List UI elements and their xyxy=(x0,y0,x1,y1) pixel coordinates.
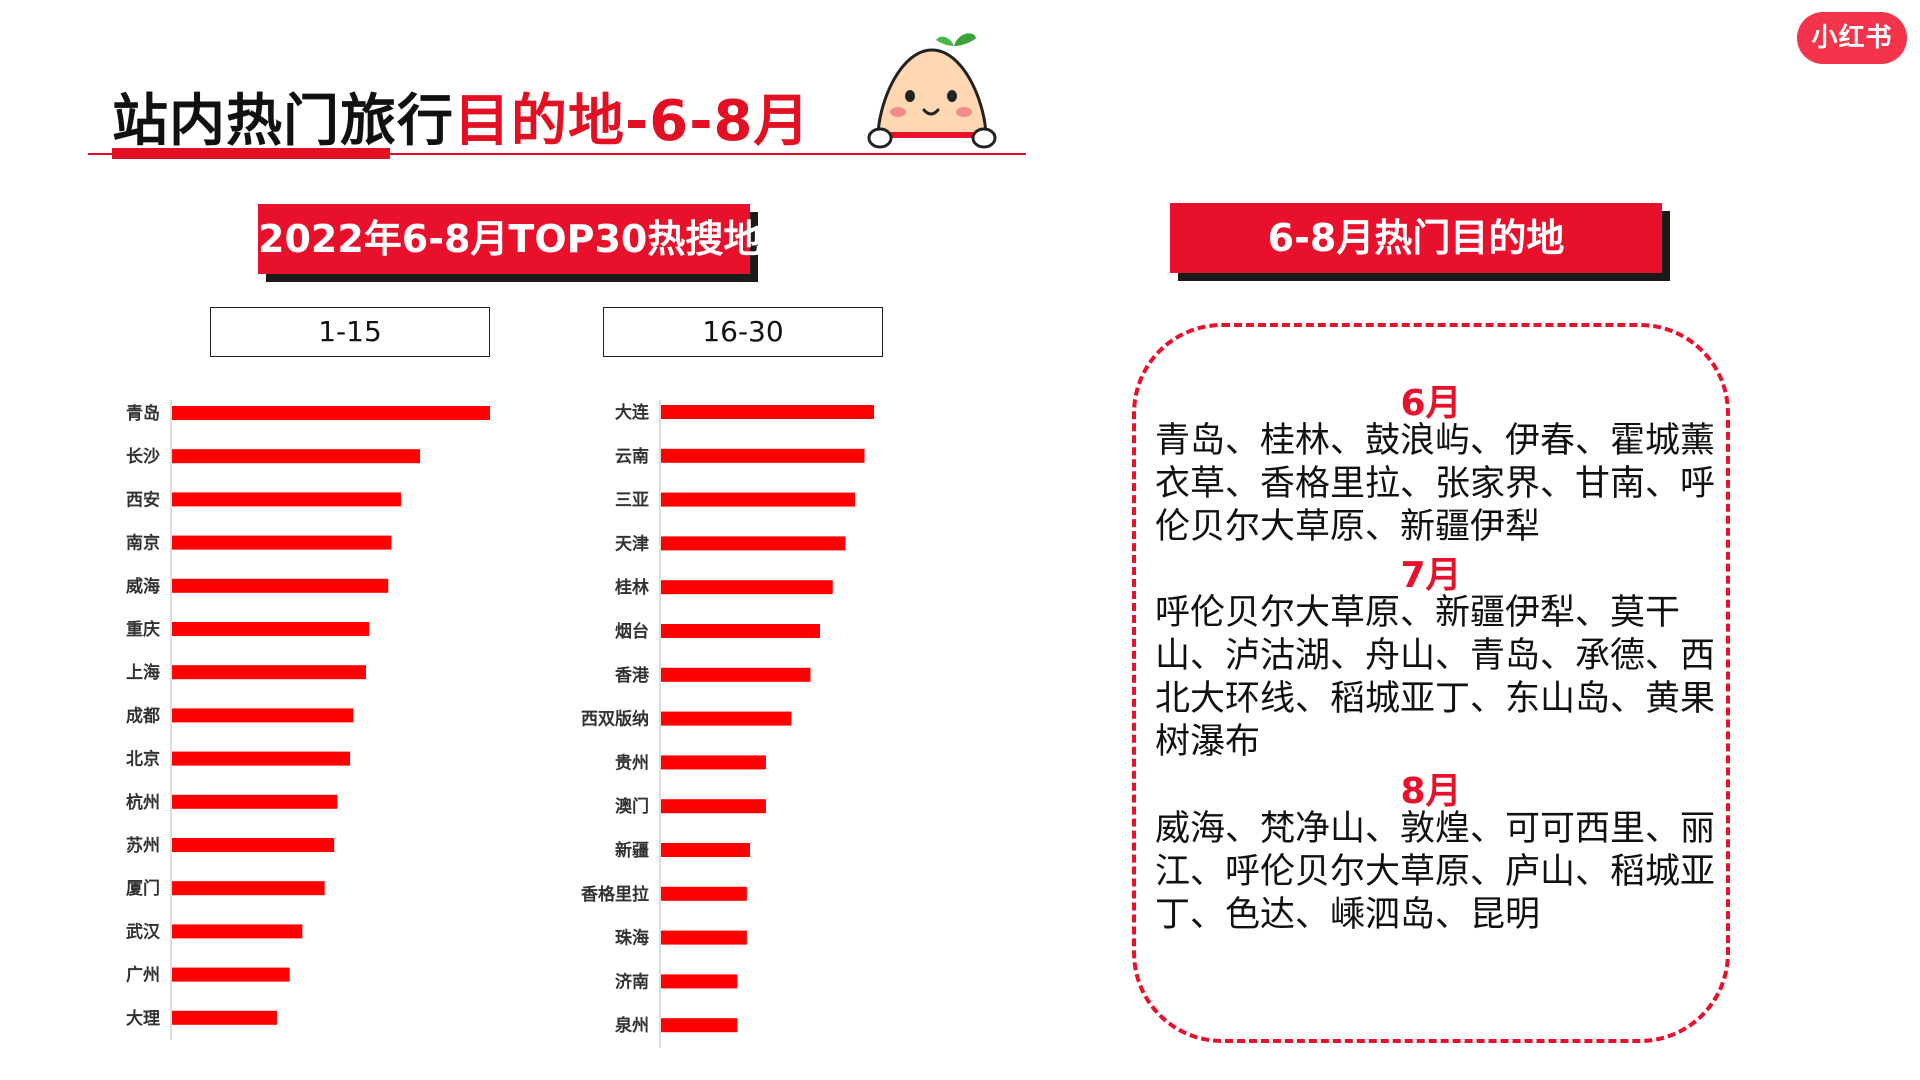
chart-2-category-label-3: 三亚 xyxy=(615,491,649,511)
chart-2-bar-11 xyxy=(661,843,751,857)
chart-2-category-label-15: 泉州 xyxy=(614,1015,649,1036)
places-july: 呼伦贝尔大草原、新疆伊犁、莫干山、泸沽湖、舟山、青岛、承德、西北大环线、稻城亚丁… xyxy=(1155,593,1716,762)
chart-2-category-label-14: 济南 xyxy=(615,971,649,992)
chart-1-bar-2 xyxy=(172,449,421,464)
chart-1-bar-3 xyxy=(172,492,401,507)
chart-2-category-label-6: 烟台 xyxy=(615,621,649,642)
chart-1-bar-1 xyxy=(172,406,490,420)
places-june: 青岛、桂林、鼓浪屿、伊春、霍城薰衣草、香格里拉、张家界、甘南、呼伦贝尔大草原、新… xyxy=(1155,421,1716,547)
mascot-icon xyxy=(867,33,997,149)
chart-1-category-label-10: 杭州 xyxy=(126,792,160,813)
hot-destinations-banner: 6-8月热门目的地 xyxy=(1170,203,1662,273)
chart-1-bar-9 xyxy=(172,751,351,766)
chart-2-bar-7 xyxy=(661,667,811,682)
chart-1-bar-7 xyxy=(172,665,366,680)
chart-2-bar-1 xyxy=(661,405,875,419)
chart-2-bar-5 xyxy=(661,580,833,595)
title-accent-bar xyxy=(112,148,390,159)
top30-banner: 2022年6-8月TOP30热搜地 xyxy=(258,204,761,274)
chart-1-bar-10 xyxy=(172,794,338,809)
chart-2-bar-9 xyxy=(661,755,766,770)
chart-1-category-label-13: 武汉 xyxy=(126,921,161,942)
chart-1-category-label-9: 北京 xyxy=(126,749,160,770)
chart-1-bar-11 xyxy=(172,838,335,852)
chart-2-category-label-9: 贵州 xyxy=(615,752,649,773)
chart-2-category-label-5: 桂林 xyxy=(614,577,649,598)
destinations-dashed-box xyxy=(1132,323,1730,1043)
chart-1-bar-6 xyxy=(172,622,370,636)
chart-2-category-label-1: 大连 xyxy=(615,402,650,423)
range-label-16-30: 16-30 xyxy=(603,307,883,357)
chart-1-bar-8 xyxy=(172,708,354,723)
chart-1-category-label-2: 长沙 xyxy=(126,446,160,467)
chart-1-bar-5 xyxy=(172,578,389,593)
title-underline xyxy=(88,153,1026,155)
chart-1-category-label-6: 重庆 xyxy=(126,619,160,640)
month-label-june: 6月 xyxy=(1400,383,1462,424)
chart-1-category-label-12: 厦门 xyxy=(126,878,160,899)
month-label-july: 7月 xyxy=(1400,555,1462,596)
chart-1-category-label-5: 威海 xyxy=(126,576,160,597)
chart-1-bar-13 xyxy=(172,924,303,939)
chart-2-bar-3 xyxy=(661,492,855,507)
chart-2-bar-6 xyxy=(661,624,820,638)
title-black-part: 站内热门旅行 xyxy=(112,89,454,154)
chart-2-category-label-13: 珠海 xyxy=(615,928,649,949)
chart-2-bar-13 xyxy=(661,930,747,945)
chart-1-category-label-11: 苏州 xyxy=(126,835,160,856)
page-title: 站内热门旅行目的地-6-8月 xyxy=(112,76,810,157)
chart-2-category-label-10: 澳门 xyxy=(615,796,649,817)
chart-1-category-label-1: 青岛 xyxy=(126,403,160,424)
chart-2-bar-8 xyxy=(661,711,792,726)
chart-2-bar-10 xyxy=(661,799,766,814)
chart-1-bar-12 xyxy=(172,881,325,896)
chart-2-bar-12 xyxy=(661,886,747,901)
chart-2-category-label-4: 天津 xyxy=(615,533,649,554)
chart-2-bar-4 xyxy=(661,536,846,551)
title-red-part: 目的地-6-8月 xyxy=(454,89,811,154)
chart-2-category-label-11: 新疆 xyxy=(615,840,649,861)
chart-2-category-label-2: 云南 xyxy=(615,446,649,467)
chart-2-bar-14 xyxy=(661,974,738,989)
chart-1-bar-14 xyxy=(172,967,290,982)
brand-logo: 小红书 xyxy=(1797,12,1907,64)
chart-1-category-label-14: 广州 xyxy=(126,965,160,986)
chart-2-category-label-7: 香港 xyxy=(615,665,650,686)
chart-1-category-label-3: 西安 xyxy=(126,489,160,510)
chart-1-bar-4 xyxy=(172,535,392,550)
chart-1-category-label-4: 南京 xyxy=(126,533,160,554)
chart-2-bar-2 xyxy=(661,448,865,463)
chart-1-category-label-15: 大理 xyxy=(126,1008,160,1029)
chart-1-category-label-7: 上海 xyxy=(126,662,160,683)
chart-2-category-label-12: 香格里拉 xyxy=(581,884,649,905)
chart-1-bar-15 xyxy=(172,1010,277,1025)
places-august: 威海、梵净山、敦煌、可可西里、丽江、呼伦贝尔大草原、庐山、稻城亚丁、色达、嵊泗岛… xyxy=(1155,809,1716,935)
month-label-august: 8月 xyxy=(1400,771,1462,812)
chart-2-category-label-8: 西双版纳 xyxy=(581,709,649,730)
chart-2-bar-15 xyxy=(661,1018,738,1033)
chart-1-category-label-8: 成都 xyxy=(126,705,160,726)
range-label-1-15: 1-15 xyxy=(210,307,490,357)
